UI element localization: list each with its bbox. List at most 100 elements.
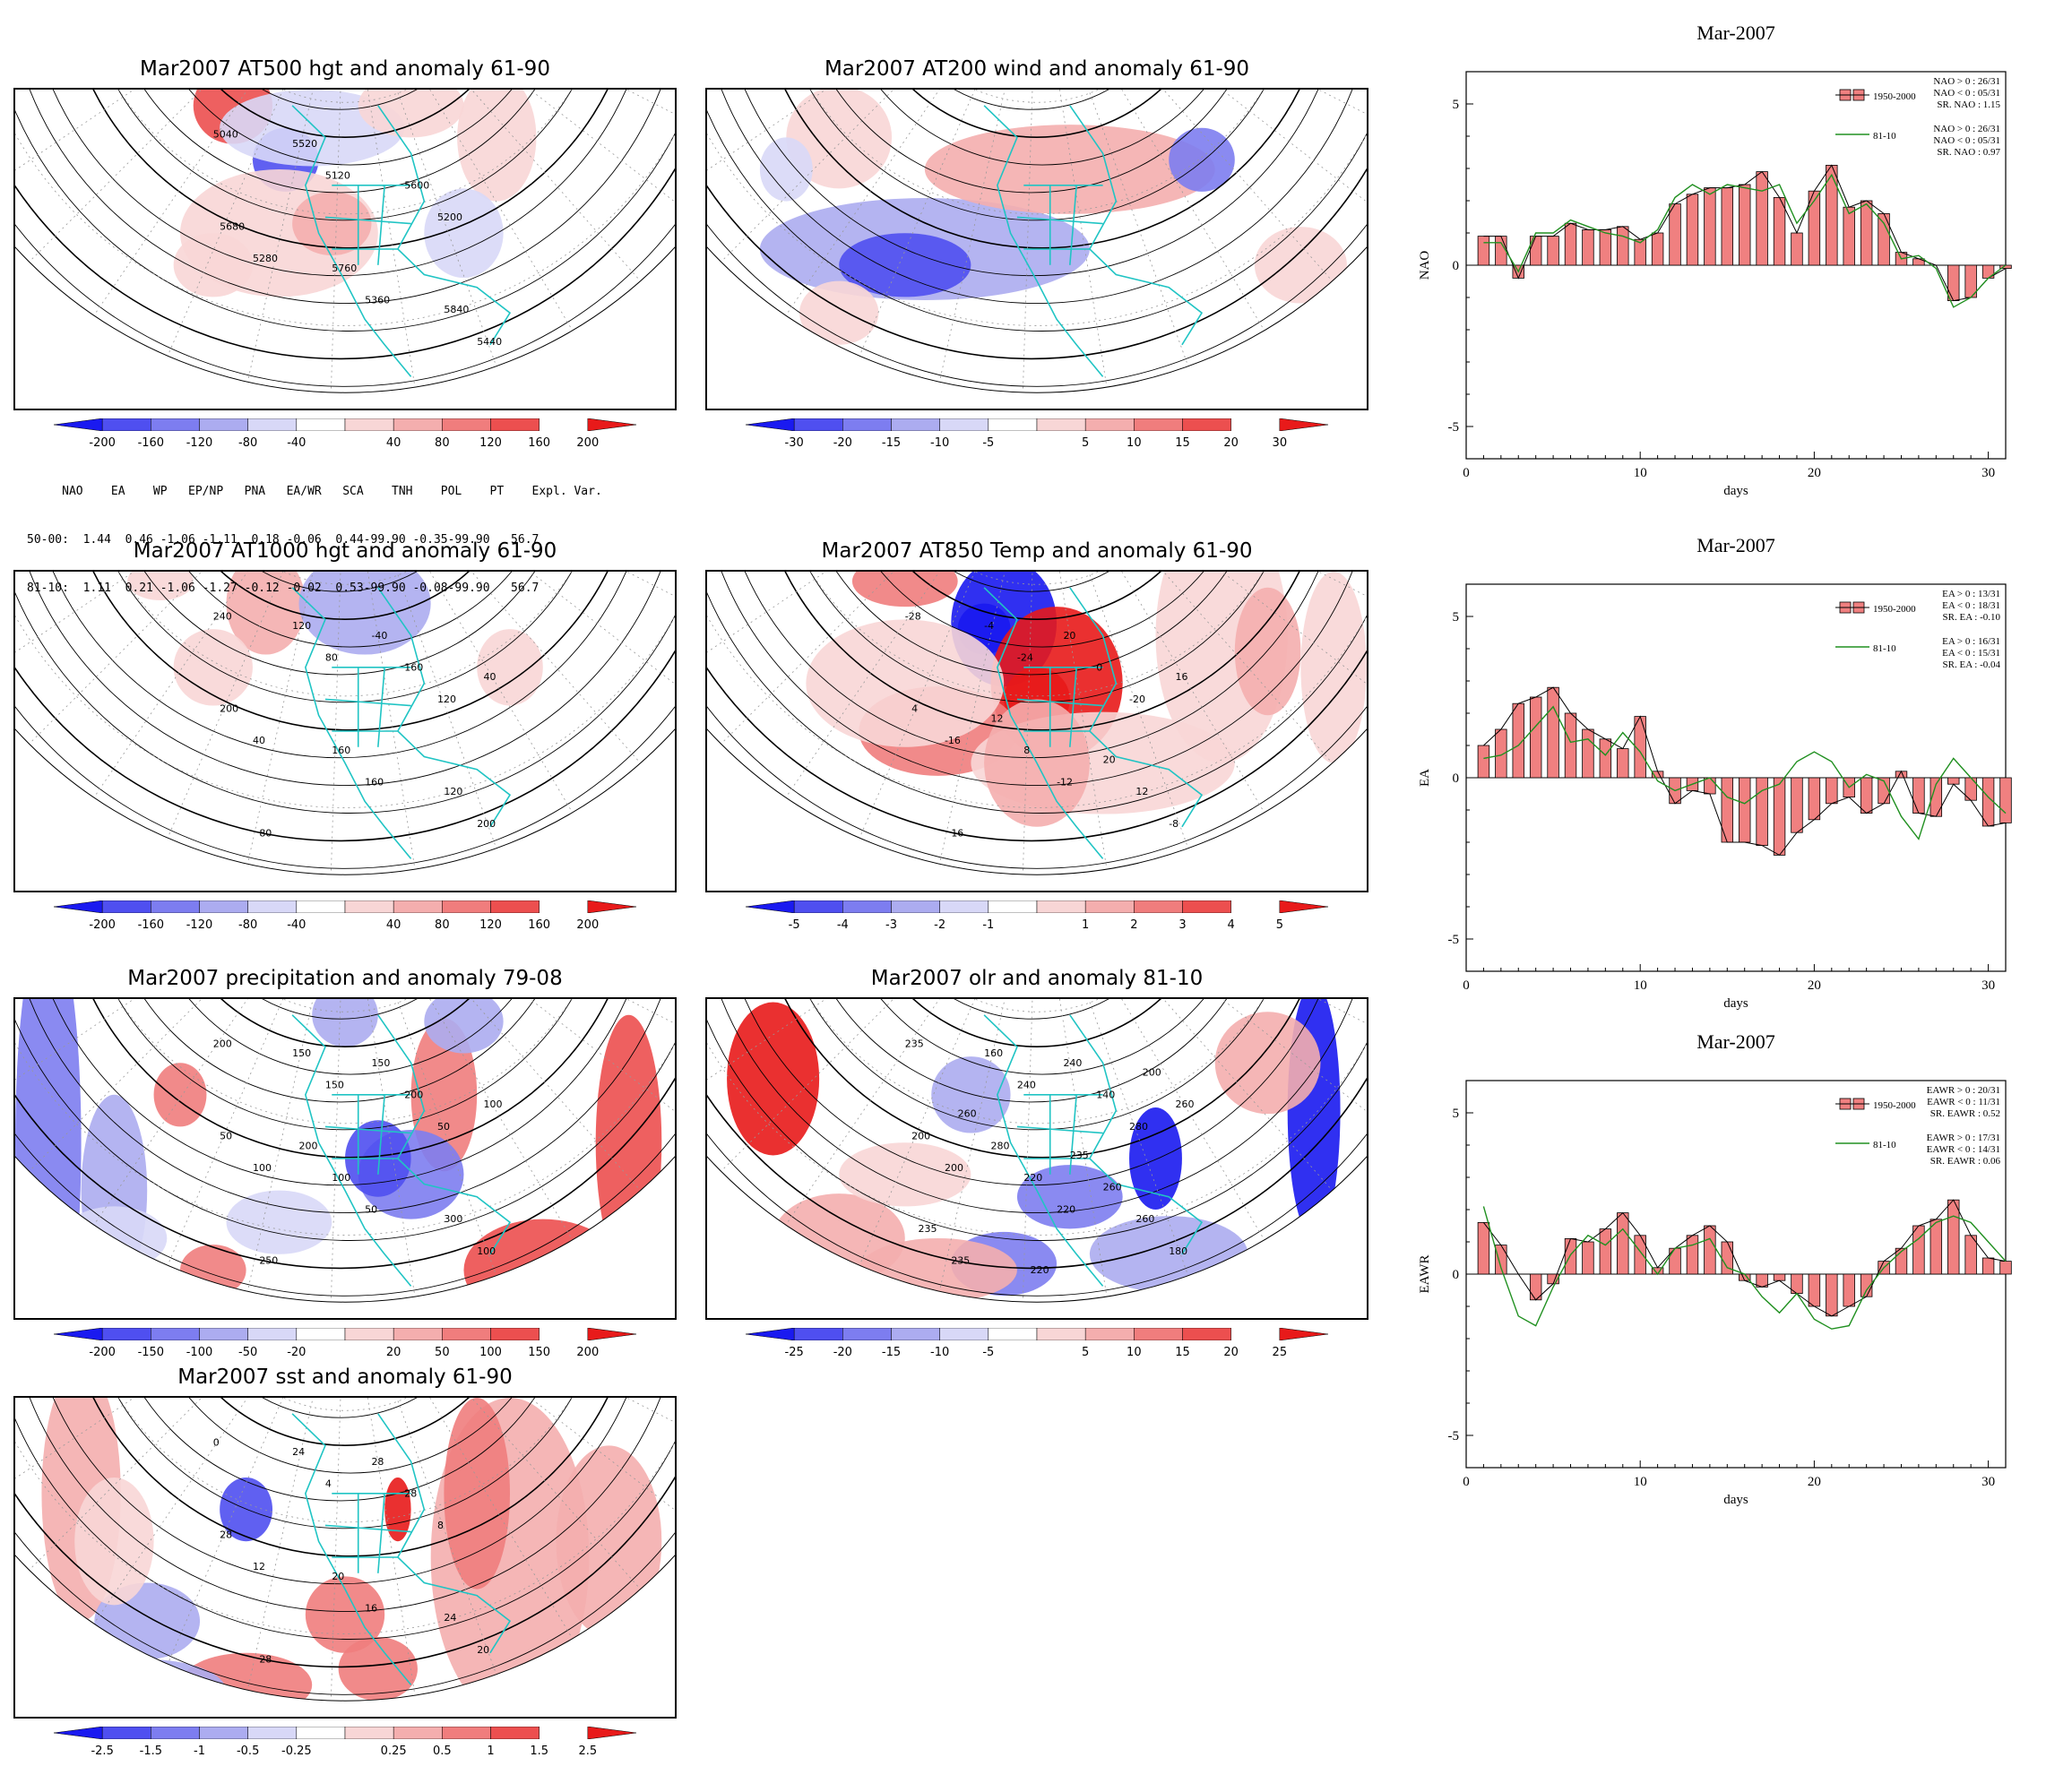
map-title-sst: Mar2007 sst and anomaly 61-90 xyxy=(177,1366,513,1389)
y-tick-label: 5 xyxy=(1453,1107,1460,1121)
colorbar-tick-label: -2 xyxy=(934,918,946,932)
contour-label: 0 xyxy=(213,1436,220,1448)
anomaly-region xyxy=(338,1637,418,1702)
line-81-10 xyxy=(1483,705,2007,840)
map-plot-olr: 235 240 280 200 220 180 160 140 200 220 260 235 240 2… xyxy=(707,999,1367,1303)
bar-1950-2000 xyxy=(1599,1228,1612,1275)
anomaly-region xyxy=(424,188,504,279)
legend-series-name: 81-10 xyxy=(1873,643,1896,654)
contour-label: 28 xyxy=(371,1456,384,1468)
ts-title-ea: Mar-2007 xyxy=(1696,534,1775,556)
x-tick-label: 10 xyxy=(1634,466,1647,480)
y-axis-label: EAWR xyxy=(1418,1255,1432,1294)
line-1950-2000 xyxy=(1483,1199,2007,1317)
bar-1950-2000 xyxy=(1808,190,1821,266)
colorbar-olr: -25 -20 -15 -10 -5 5 10 15 20 25 xyxy=(745,1327,1329,1359)
contour-label: 20 xyxy=(332,1571,344,1582)
contour-label: 160 xyxy=(404,661,423,673)
colorbar-tick-label: 20 xyxy=(1223,1346,1239,1359)
contour-label: 5440 xyxy=(477,336,502,348)
colorbar-tick-label: -30 xyxy=(784,436,804,450)
anomaly-region xyxy=(81,1094,148,1287)
colorbar-tick-label: -40 xyxy=(287,918,306,932)
contour-label: 240 xyxy=(1017,1080,1036,1091)
colorbar-tick-label: -150 xyxy=(137,1346,165,1359)
contour-label: -20 xyxy=(1129,694,1145,705)
bar-1950-2000 xyxy=(1547,236,1559,266)
contour-label: -40 xyxy=(371,630,387,642)
bar-1950-2000 xyxy=(1686,194,1699,266)
contour-label: 16 xyxy=(365,1603,377,1615)
x-tick-label: 0 xyxy=(1463,978,1470,993)
anomaly-region xyxy=(595,1014,662,1271)
coastline xyxy=(983,105,1204,377)
colorbar-tick-label: -5 xyxy=(982,1346,995,1359)
bar-1950-2000 xyxy=(1617,226,1629,266)
bar-1950-2000 xyxy=(1773,196,1786,266)
contour-label: 200 xyxy=(911,1131,930,1142)
legend-stat: EAWR > 0 : 17/31 xyxy=(1927,1133,2000,1143)
bar-1950-2000 xyxy=(1912,777,1925,814)
bar-1950-2000 xyxy=(1617,748,1629,779)
line-1950-2000 xyxy=(1483,686,2007,857)
bar-1950-2000 xyxy=(1981,1257,1995,1275)
legend-stat: NAO < 0 : 05/31 xyxy=(1933,88,2000,99)
contour-label: 260 xyxy=(1103,1182,1122,1193)
index-table-row-81-10: 81-10: 1.11 0.21 -1.06 -1.27 -0.12 -0.02… xyxy=(27,582,540,595)
x-axis-label: days xyxy=(1723,996,1748,1011)
legend-stat: EAWR < 0 : 11/31 xyxy=(1927,1097,2000,1107)
bar-1950-2000 xyxy=(1599,228,1612,266)
colorbar-tick-label: -1.5 xyxy=(139,1745,163,1758)
map-plot-wind200 xyxy=(707,90,1367,393)
x-tick-label: 30 xyxy=(1981,466,1995,480)
bar-1950-2000 xyxy=(1582,728,1594,779)
x-tick-label: 30 xyxy=(1981,978,1995,993)
bar-1950-2000 xyxy=(1547,686,1559,779)
legend-stat: SR. EA : -0.10 xyxy=(1943,612,2001,623)
contour-label: 5280 xyxy=(253,253,278,264)
contour-label: 220 xyxy=(1023,1172,1042,1184)
contour-label: 5680 xyxy=(220,221,245,233)
colorbar-tick-label: 80 xyxy=(435,918,450,932)
colorbar-z500: -200 -160 -120 -80 -40 40 80 120 160 200 xyxy=(53,418,637,450)
legend-stat: SR. NAO : 1.15 xyxy=(1937,99,2000,110)
teleconnection-index-table: NAO EA WP EP/NP PNA EA/WR SCA TNH POL PT… xyxy=(27,452,602,613)
legend-stat: NAO > 0 : 26/31 xyxy=(1933,124,2000,134)
anomaly-region xyxy=(424,999,504,1054)
map-title-olr: Mar2007 olr and anomaly 81-10 xyxy=(870,967,1204,990)
bar-1950-2000 xyxy=(1947,1199,1960,1275)
colorbar-tick-label: -80 xyxy=(238,918,258,932)
legend-stat: SR. EAWR : 0.06 xyxy=(1930,1156,2001,1167)
bar-1950-2000 xyxy=(1634,1235,1646,1275)
y-axis-label: NAO xyxy=(1418,251,1432,280)
contour-label: 250 xyxy=(259,1254,278,1266)
colorbar-tick-label: 1.5 xyxy=(530,1745,548,1758)
contour-label: 5840 xyxy=(444,304,469,315)
contour-label: 80 xyxy=(325,652,338,664)
ts-chart-nao: 0 10 20 30 5 0 -5 days NAO 1950-2000 81-10 NAO > 0 … xyxy=(1418,71,2012,498)
bar-1950-2000 xyxy=(1981,777,1995,827)
contour-label: 28 xyxy=(259,1653,272,1665)
anomaly-region xyxy=(74,1478,154,1606)
colorbar-tick-label: 100 xyxy=(479,1346,502,1359)
legend-series-name: 1950-2000 xyxy=(1873,91,1916,102)
colorbar-tick-label: -1 xyxy=(194,1745,205,1758)
anomaly-region xyxy=(839,233,971,297)
contour-label: 150 xyxy=(325,1080,344,1091)
colorbar-tick-label: -20 xyxy=(287,1346,306,1359)
contour-label: 235 xyxy=(951,1254,970,1266)
bar-1950-2000 xyxy=(1773,1273,1786,1281)
anomaly-region xyxy=(180,1245,246,1297)
index-table-header: NAO EA WP EP/NP PNA EA/WR SCA TNH POL PT… xyxy=(27,485,602,498)
contour-label: 20 xyxy=(1103,754,1116,766)
contour-label: 120 xyxy=(292,620,311,632)
bar-1950-2000 xyxy=(1773,777,1786,856)
x-tick-label: 20 xyxy=(1808,466,1821,480)
contour-label: 160 xyxy=(365,777,384,788)
bar-1950-2000 xyxy=(1860,200,1873,266)
contour-label: 50 xyxy=(437,1121,450,1133)
anomaly-region xyxy=(463,1219,623,1303)
colorbar-tick-label: 3 xyxy=(1178,918,1187,932)
colorbar-tick-label: 10 xyxy=(1127,1346,1142,1359)
contour-label: 280 xyxy=(1129,1121,1148,1133)
